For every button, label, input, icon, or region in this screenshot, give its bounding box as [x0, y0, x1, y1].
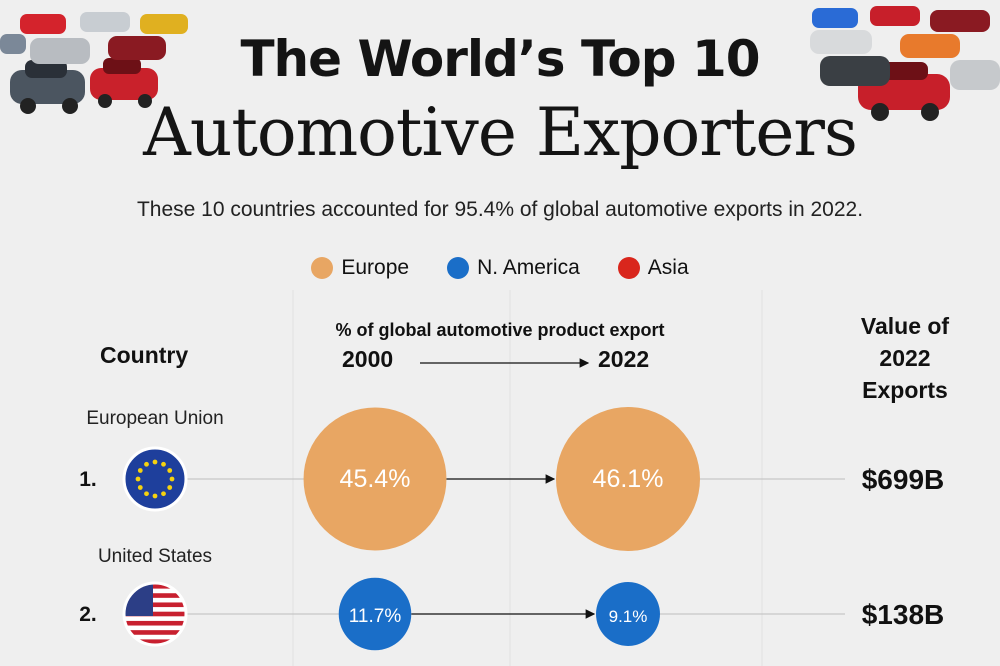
bubble-2000 [338, 577, 412, 651]
header-value-line: Exports [862, 377, 948, 403]
legend-swatch-north-america [447, 257, 470, 279]
car-icon [0, 12, 188, 64]
bubble-2000 [303, 407, 447, 551]
legend: Europe N. America Asia [0, 256, 1000, 280]
cars-illustration-left [0, 12, 188, 114]
header-year-2022: 2022 [598, 346, 650, 372]
header-value-line: Value of [860, 313, 950, 339]
legend-swatch-europe [311, 257, 334, 279]
bubble-2022 [596, 582, 660, 646]
header-year-2000: 2000 [342, 346, 394, 372]
legend-label: Europe [341, 256, 410, 279]
header-metric: % of global automotive product export [335, 320, 665, 340]
car-icon [10, 60, 85, 114]
bubble-2022 [556, 407, 700, 551]
title-line-2: Automotive Exporters [143, 94, 858, 171]
title-line-1: The World’s Top 10 [240, 30, 760, 88]
flag-border [122, 446, 188, 512]
subtitle: These 10 countries accounted for 95.4% o… [136, 198, 864, 221]
legend-label: N. America [477, 256, 580, 279]
flag-border [122, 581, 188, 647]
bubble-2022-label: 9.1% [609, 607, 648, 626]
country-label: United States [98, 546, 212, 567]
header-value-line: 2022 [879, 345, 931, 371]
legend-item-north-america: N. America [447, 256, 580, 280]
legend-item-europe: Europe [311, 256, 409, 280]
rank-label: 2. [79, 603, 97, 626]
car-icon [810, 6, 1000, 90]
legend-swatch-asia [617, 257, 640, 279]
legend-label: Asia [647, 256, 689, 279]
export-value-label: $138B [862, 599, 945, 630]
legend-item-asia: Asia [617, 256, 689, 280]
export-value-label: $699B [862, 464, 945, 495]
cars-illustration-right [810, 6, 1000, 121]
eu-flag-icon [125, 449, 185, 509]
bubble-2022-label: 46.1% [593, 465, 664, 493]
country-label: European Union [86, 408, 223, 429]
bubble-2000-label: 45.4% [340, 465, 411, 493]
us-flag-icon [125, 584, 185, 644]
car-icon [90, 58, 158, 108]
header-value: Value of 2022 Exports [835, 310, 975, 406]
rank-label: 1. [79, 468, 97, 491]
header-country: Country [100, 342, 189, 368]
bubble-2000-label: 11.7% [349, 606, 402, 627]
